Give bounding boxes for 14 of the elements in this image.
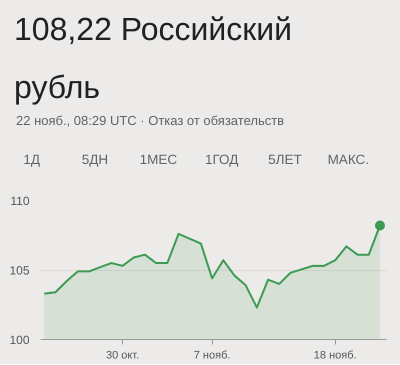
text: 5ДН [80,151,110,169]
chart-subtitle: 22 нояб., 08:29 UTC · Отказ от обязательств [16,112,284,130]
text: МАКС. [326,151,370,169]
y-tick-label: 100 [9,333,30,347]
x-tick-label: 7 нояб. [194,350,230,362]
text: 5ЛЕТ [267,151,303,169]
y-tick-label: 105 [9,264,30,278]
text: 1ГОД [204,151,240,169]
x-tick-label: 18 нояб. [314,350,357,362]
x-tick-label: 30 окт. [106,350,140,362]
y-tick-label: 110 [10,194,30,208]
text: 1Д [22,151,41,169]
chart-title: 108,22 Российский рубль [14,11,292,105]
text: 1МЕС [138,151,178,169]
